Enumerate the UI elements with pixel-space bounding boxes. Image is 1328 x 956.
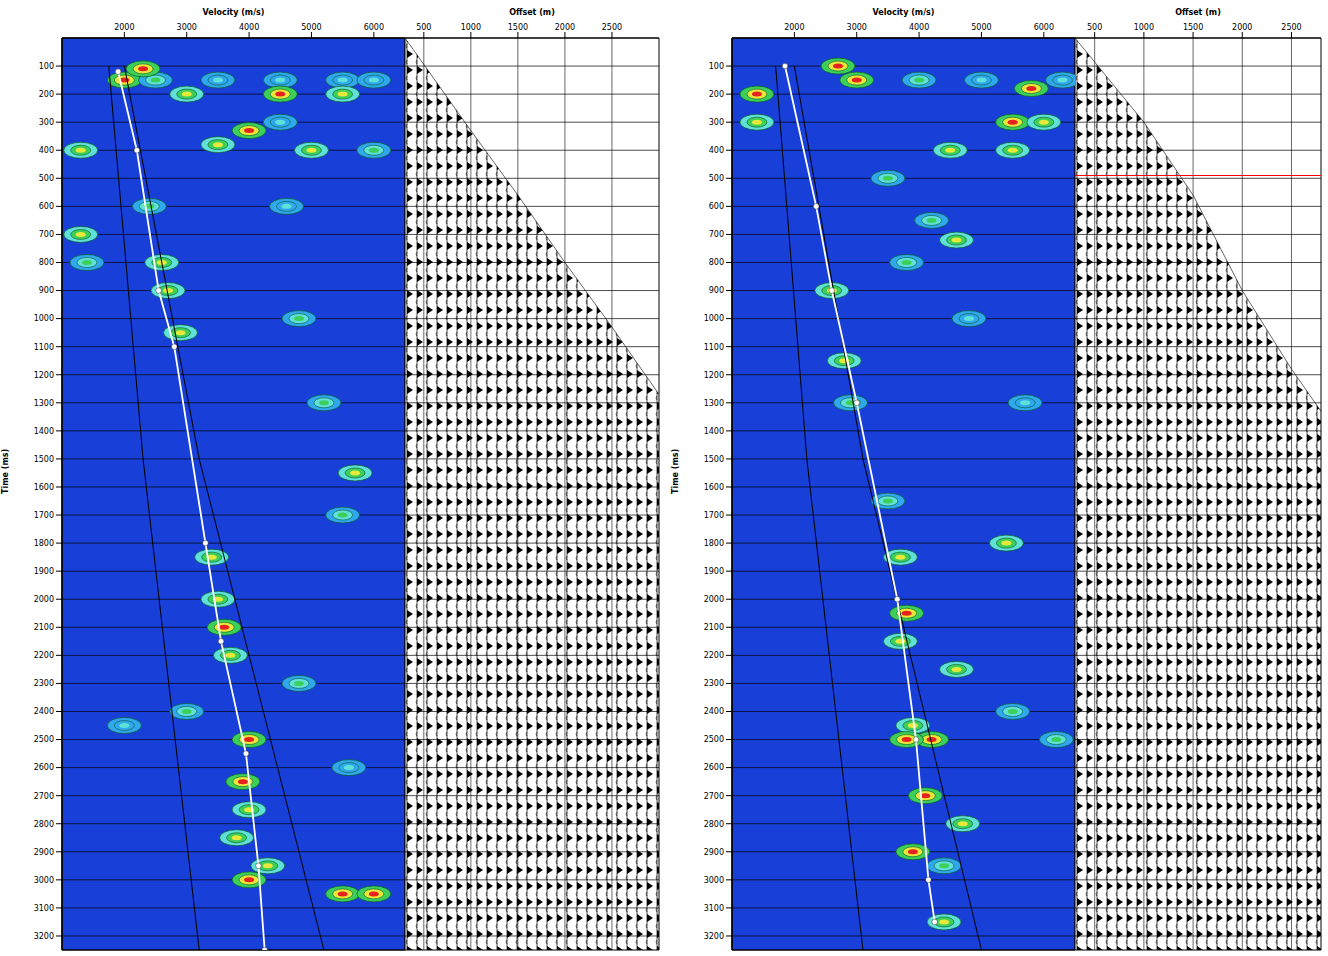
svg-text:4000: 4000 bbox=[909, 23, 929, 32]
svg-text:1300: 1300 bbox=[704, 399, 724, 408]
svg-text:500: 500 bbox=[416, 23, 431, 32]
svg-text:1500: 1500 bbox=[1183, 23, 1203, 32]
svg-text:400: 400 bbox=[39, 146, 54, 155]
svg-text:900: 900 bbox=[709, 286, 724, 295]
svg-text:2000: 2000 bbox=[704, 595, 724, 604]
svg-text:1500: 1500 bbox=[704, 455, 724, 464]
svg-text:100: 100 bbox=[39, 62, 54, 71]
svg-text:1400: 1400 bbox=[34, 427, 54, 436]
svg-text:500: 500 bbox=[1087, 23, 1102, 32]
svg-text:200: 200 bbox=[39, 90, 54, 99]
svg-text:2000: 2000 bbox=[34, 595, 54, 604]
svg-text:2800: 2800 bbox=[704, 820, 724, 829]
svg-text:1000: 1000 bbox=[1134, 23, 1154, 32]
svg-text:2300: 2300 bbox=[704, 679, 724, 688]
svg-text:1200: 1200 bbox=[34, 371, 54, 380]
svg-text:Velocity (m/s): Velocity (m/s) bbox=[202, 8, 264, 17]
svg-text:900: 900 bbox=[39, 286, 54, 295]
svg-text:6000: 6000 bbox=[1034, 23, 1054, 32]
svg-text:3000: 3000 bbox=[847, 23, 867, 32]
svg-text:300: 300 bbox=[39, 118, 54, 127]
svg-text:1400: 1400 bbox=[704, 427, 724, 436]
svg-text:400: 400 bbox=[709, 146, 724, 155]
svg-text:1200: 1200 bbox=[704, 371, 724, 380]
svg-text:300: 300 bbox=[709, 118, 724, 127]
svg-text:Time (ms): Time (ms) bbox=[671, 449, 680, 494]
svg-text:1900: 1900 bbox=[704, 567, 724, 576]
svg-text:1500: 1500 bbox=[508, 23, 528, 32]
svg-text:2400: 2400 bbox=[34, 707, 54, 716]
svg-text:4000: 4000 bbox=[239, 23, 259, 32]
svg-text:2800: 2800 bbox=[34, 820, 54, 829]
svg-text:1000: 1000 bbox=[704, 314, 724, 323]
svg-text:1700: 1700 bbox=[704, 511, 724, 520]
svg-text:Time (ms): Time (ms) bbox=[1, 449, 10, 494]
svg-text:3100: 3100 bbox=[34, 904, 54, 913]
svg-text:1800: 1800 bbox=[704, 539, 724, 548]
svg-text:2000: 2000 bbox=[1232, 23, 1252, 32]
svg-text:2600: 2600 bbox=[704, 763, 724, 772]
svg-text:2300: 2300 bbox=[34, 679, 54, 688]
svg-text:2000: 2000 bbox=[784, 23, 804, 32]
svg-text:2000: 2000 bbox=[114, 23, 134, 32]
svg-text:1300: 1300 bbox=[34, 399, 54, 408]
svg-text:2600: 2600 bbox=[34, 763, 54, 772]
svg-text:5000: 5000 bbox=[971, 23, 991, 32]
svg-text:2500: 2500 bbox=[704, 735, 724, 744]
svg-text:6000: 6000 bbox=[364, 23, 384, 32]
svg-text:1600: 1600 bbox=[34, 483, 54, 492]
svg-text:3000: 3000 bbox=[34, 876, 54, 885]
svg-text:Offset (m): Offset (m) bbox=[1175, 8, 1221, 17]
svg-text:2700: 2700 bbox=[704, 792, 724, 801]
svg-text:800: 800 bbox=[39, 258, 54, 267]
svg-text:2100: 2100 bbox=[704, 623, 724, 632]
svg-text:Offset (m): Offset (m) bbox=[509, 8, 555, 17]
svg-text:1000: 1000 bbox=[461, 23, 481, 32]
svg-text:200: 200 bbox=[709, 90, 724, 99]
svg-text:5000: 5000 bbox=[301, 23, 321, 32]
svg-text:3000: 3000 bbox=[704, 876, 724, 885]
svg-text:800: 800 bbox=[709, 258, 724, 267]
svg-text:600: 600 bbox=[39, 202, 54, 211]
svg-text:2500: 2500 bbox=[1281, 23, 1301, 32]
svg-text:2100: 2100 bbox=[34, 623, 54, 632]
svg-text:3000: 3000 bbox=[177, 23, 197, 32]
svg-text:100: 100 bbox=[709, 62, 724, 71]
svg-text:500: 500 bbox=[709, 174, 724, 183]
svg-text:2000: 2000 bbox=[555, 23, 575, 32]
svg-text:1600: 1600 bbox=[704, 483, 724, 492]
svg-text:Velocity (m/s): Velocity (m/s) bbox=[872, 8, 934, 17]
svg-text:3200: 3200 bbox=[704, 932, 724, 941]
svg-text:1800: 1800 bbox=[34, 539, 54, 548]
svg-text:2200: 2200 bbox=[704, 651, 724, 660]
svg-text:1900: 1900 bbox=[34, 567, 54, 576]
svg-text:2400: 2400 bbox=[704, 707, 724, 716]
svg-text:2500: 2500 bbox=[602, 23, 622, 32]
svg-text:2700: 2700 bbox=[34, 792, 54, 801]
svg-text:2500: 2500 bbox=[34, 735, 54, 744]
svg-text:1700: 1700 bbox=[34, 511, 54, 520]
svg-text:2200: 2200 bbox=[34, 651, 54, 660]
svg-text:1100: 1100 bbox=[704, 343, 724, 352]
svg-text:700: 700 bbox=[39, 230, 54, 239]
svg-text:700: 700 bbox=[709, 230, 724, 239]
svg-text:500: 500 bbox=[39, 174, 54, 183]
svg-text:2900: 2900 bbox=[704, 848, 724, 857]
svg-text:600: 600 bbox=[709, 202, 724, 211]
svg-text:2900: 2900 bbox=[34, 848, 54, 857]
svg-text:1000: 1000 bbox=[34, 314, 54, 323]
svg-text:1500: 1500 bbox=[34, 455, 54, 464]
svg-text:1100: 1100 bbox=[34, 343, 54, 352]
svg-text:3100: 3100 bbox=[704, 904, 724, 913]
svg-text:3200: 3200 bbox=[34, 932, 54, 941]
